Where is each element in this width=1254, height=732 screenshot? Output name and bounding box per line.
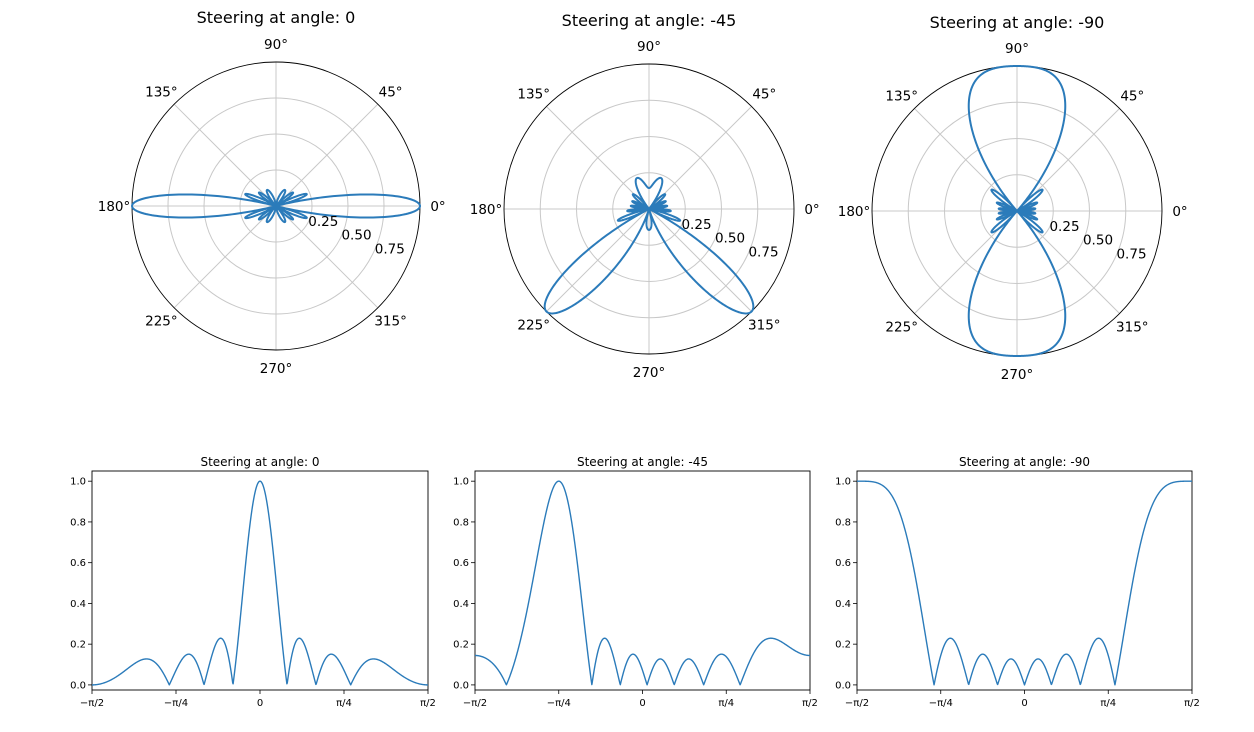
x-tick-label: π/2 — [1184, 698, 1200, 709]
line-series — [856, 480, 1193, 686]
polar-theta-label: 0° — [430, 199, 445, 215]
polar-grid-spoke — [173, 103, 277, 207]
x-tick-label: π/2 — [420, 698, 436, 709]
y-tick-label: 0.6 — [70, 558, 86, 569]
x-tick-label: π/4 — [718, 698, 734, 709]
axes-frame — [91, 470, 429, 691]
polar-r-tick-label: 0.50 — [715, 231, 745, 247]
x-tick-label: 0 — [1021, 698, 1027, 709]
y-tick-label: 1.0 — [453, 477, 469, 488]
line-plot-2: Steering at angle: -45 −π/2 −π/4 0 π/4 π/2 0.0… — [453, 455, 818, 709]
polar-r-tick-label: 0.25 — [1049, 219, 1079, 235]
x-tick-label: −π/4 — [547, 698, 571, 709]
y-tick-label: 0.8 — [835, 517, 851, 528]
y-tick-label: 0.0 — [835, 680, 851, 691]
polar-title: Steering at angle: 0 — [197, 8, 356, 27]
polar-theta-label: 135° — [517, 87, 550, 103]
polar-grid-spoke — [546, 208, 650, 312]
axes-frame — [474, 470, 811, 691]
y-tick-label: 0.6 — [453, 558, 469, 569]
polar-theta-label: 270° — [260, 361, 293, 377]
polar-theta-label: 180° — [838, 204, 871, 220]
polar-series-line — [131, 188, 421, 224]
line-series — [91, 480, 429, 686]
line-series — [474, 480, 811, 686]
polar-theta-label: 270° — [633, 365, 666, 381]
polar-theta-label: 225° — [145, 314, 178, 330]
x-tick-label: 0 — [257, 698, 263, 709]
y-tick-label: 0.2 — [835, 640, 851, 651]
x-tick-label: −π/2 — [80, 698, 104, 709]
polar-theta-label: 315° — [1116, 319, 1149, 335]
polar-theta-label: 315° — [374, 314, 407, 330]
polar-grid-spoke — [648, 106, 752, 210]
polar-theta-label: 180° — [470, 202, 503, 218]
polar-theta-label: 135° — [145, 84, 178, 100]
x-tick-label: −π/2 — [463, 698, 487, 709]
y-tick-label: 1.0 — [70, 477, 86, 488]
y-tick-label: 0.2 — [70, 640, 86, 651]
polar-frame — [503, 63, 795, 355]
polar-title: Steering at angle: -45 — [562, 11, 737, 30]
polar-theta-label: 45° — [1120, 89, 1144, 105]
polar-plot-3: Steering at angle: -90 0° 45° 90° 135° 180° 22… — [838, 13, 1188, 383]
y-tick-label: 0.6 — [835, 558, 851, 569]
y-tick-label: 0.0 — [70, 680, 86, 691]
y-tick-label: 0.8 — [70, 517, 86, 528]
y-tick-label: 0.4 — [70, 599, 86, 610]
polar-grid-spoke — [546, 106, 650, 210]
line-plot-1: Steering at angle: 0 −π/2 −π/4 0 π/4 π/2 0.0 0.… — [70, 455, 436, 709]
x-tick-label: π/4 — [336, 698, 352, 709]
polar-series-line — [543, 176, 755, 315]
polar-r-tick-label: 0.25 — [308, 214, 338, 230]
polar-theta-label: 180° — [98, 199, 131, 215]
polar-theta-label: 90° — [637, 39, 661, 55]
polar-r-tick-label: 0.50 — [341, 228, 371, 244]
y-tick-label: 0.2 — [453, 640, 469, 651]
y-tick-label: 0.4 — [453, 599, 469, 610]
polar-theta-label: 0° — [1172, 204, 1187, 220]
y-tick-label: 0.0 — [453, 680, 469, 691]
x-tick-label: −π/4 — [164, 698, 188, 709]
polar-theta-label: 225° — [885, 319, 918, 335]
polar-theta-label: 90° — [264, 37, 288, 53]
x-tick-label: π/4 — [1100, 698, 1116, 709]
polar-r-tick-label: 0.50 — [1083, 233, 1113, 249]
polar-theta-label: 270° — [1001, 367, 1034, 383]
line-title: Steering at angle: -45 — [577, 455, 708, 469]
polar-theta-label: 135° — [885, 89, 918, 105]
polar-plot-2: Steering at angle: -45 0° 45° 90° 135° 180° 22… — [470, 11, 820, 381]
x-tick-label: −π/4 — [929, 698, 953, 709]
x-tick-label: π/2 — [802, 698, 818, 709]
polar-series-line — [967, 65, 1067, 357]
polar-title: Steering at angle: -90 — [930, 13, 1105, 32]
polar-plot-1: Steering at angle: 0 0° 45° 90° 135° 180° 225°… — [98, 8, 446, 377]
line-title: Steering at angle: -90 — [959, 455, 1090, 469]
x-tick-label: 0 — [639, 698, 645, 709]
y-tick-label: 1.0 — [835, 477, 851, 488]
polar-r-tick-label: 0.25 — [681, 217, 711, 233]
polar-grid-spoke — [275, 103, 379, 207]
polar-r-tick-label: 0.75 — [375, 241, 405, 257]
polar-grid-spoke — [648, 208, 752, 312]
axes-frame — [856, 470, 1193, 691]
y-tick-label: 0.8 — [453, 517, 469, 528]
polar-theta-label: 0° — [804, 202, 819, 218]
y-tick-label: 0.4 — [835, 599, 851, 610]
polar-theta-label: 45° — [379, 84, 403, 100]
polar-theta-label: 225° — [517, 317, 550, 333]
polar-r-tick-label: 0.75 — [748, 245, 778, 261]
polar-r-tick-label: 0.75 — [1116, 247, 1146, 263]
line-plot-3: Steering at angle: -90 −π/2 −π/4 0 π/4 π/2 0.0… — [835, 455, 1200, 709]
polar-grid-spoke — [173, 205, 277, 309]
polar-theta-label: 315° — [748, 317, 781, 333]
polar-theta-label: 90° — [1005, 41, 1029, 57]
line-title: Steering at angle: 0 — [200, 455, 319, 469]
polar-theta-label: 45° — [752, 87, 776, 103]
x-tick-label: −π/2 — [845, 698, 869, 709]
polar-grid-spoke — [275, 205, 379, 309]
